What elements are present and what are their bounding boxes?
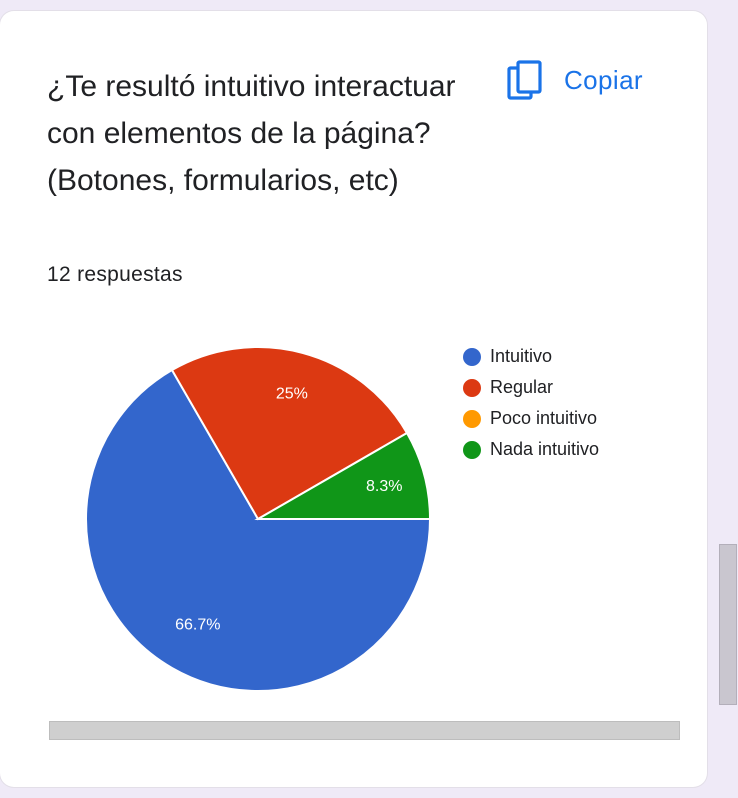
legend-item-poco-intuitivo[interactable]: Poco intuitivo [463,403,599,434]
pie-slice-regular[interactable] [170,346,409,521]
copy-button-label: Copiar [564,64,643,95]
data-label-intuitivo: 66.7% [175,616,220,633]
legend-label: Regular [490,377,554,397]
pie-slice-intuitivo[interactable] [85,368,432,692]
legend-label: Nada intuitivo [490,439,600,459]
legend-swatch [463,347,481,366]
copy-icon [506,59,544,101]
response-count: 12 respuestas [47,263,183,286]
legend-item-nada-intuitivo[interactable]: Nada intuitivo [463,434,599,465]
legend-item-regular[interactable]: Regular [463,372,599,403]
legend-swatch [463,378,481,397]
legend-swatch [463,409,481,428]
data-label-nada-intuitivo: 8.3% [366,478,402,495]
legend-label: Poco intuitivo [490,408,598,428]
chart-legend: Intuitivo Regular Poco intuitivo Nada intui… [463,341,599,465]
copy-button[interactable]: Copiar [506,59,643,101]
question-title: ¿Te resultó intuitivo interactuar con el… [47,70,456,197]
data-label-regular: 25% [276,386,308,403]
legend-swatch [463,440,481,459]
pie-slice-nada-intuitivo[interactable] [254,431,432,520]
legend-label: Intuitivo [490,346,553,366]
vertical-scrollbar[interactable] [719,544,737,705]
horizontal-scrollbar[interactable] [49,721,680,740]
legend-item-intuitivo[interactable]: Intuitivo [463,341,599,372]
